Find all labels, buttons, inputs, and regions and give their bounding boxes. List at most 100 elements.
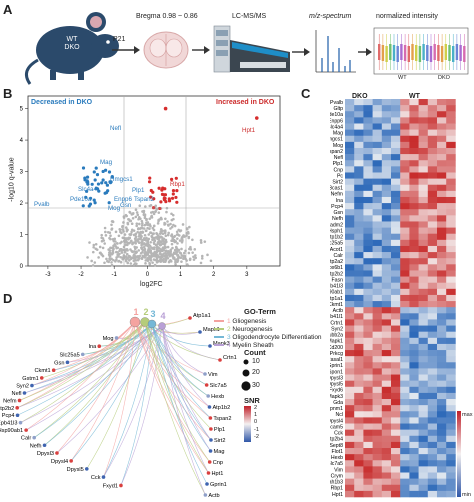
boxplot-box bbox=[403, 45, 407, 61]
goterm-legend-name: Oligodendrocyte Differentiation bbox=[232, 334, 322, 341]
volcano-gene-label: Hmgcs1 bbox=[110, 176, 133, 183]
heatmap-cell bbox=[391, 441, 401, 449]
heatmap-cell bbox=[437, 331, 447, 339]
heatmap-gene-label: Dpysl3 bbox=[330, 375, 343, 381]
heatmap-cell bbox=[446, 399, 456, 406]
heatmap-cell bbox=[427, 380, 438, 388]
heatmap-cell bbox=[372, 325, 383, 332]
heatmap-cell bbox=[354, 460, 364, 467]
volcano-point bbox=[101, 237, 105, 240]
heatmap-cell bbox=[372, 484, 383, 492]
heatmap-gene-label: Slc7a5 bbox=[330, 461, 343, 467]
heatmap-cell bbox=[372, 233, 383, 241]
heatmap-cell bbox=[372, 313, 383, 320]
heatmap-cell bbox=[418, 368, 429, 375]
volcano-point bbox=[189, 248, 193, 251]
heatmap-cell bbox=[381, 484, 392, 492]
heatmap-cell bbox=[437, 154, 447, 161]
panel-a-letter: A bbox=[3, 2, 13, 17]
heatmap-cell bbox=[391, 337, 401, 345]
heatmap-cell bbox=[427, 331, 438, 339]
heatmap-cell bbox=[409, 448, 419, 455]
heatmap-cell bbox=[372, 160, 383, 167]
heatmap-cell bbox=[354, 276, 364, 283]
heatmap-cell bbox=[391, 374, 401, 381]
volcano-point bbox=[172, 235, 176, 239]
heatmap-cell bbox=[354, 411, 364, 418]
heatmap-cell bbox=[446, 270, 456, 277]
boxplot-box bbox=[455, 44, 459, 60]
volcano-point-down bbox=[97, 189, 101, 193]
volcano-point bbox=[117, 234, 121, 238]
heatmap-cell bbox=[400, 233, 410, 241]
heatmap-cell bbox=[418, 99, 429, 106]
heatmap-cell bbox=[446, 319, 456, 326]
heatmap-cell bbox=[446, 258, 456, 265]
heatmap-cell bbox=[363, 362, 373, 369]
heatmap-cell bbox=[400, 196, 410, 204]
volcano-point bbox=[200, 254, 204, 258]
heatmap-cell bbox=[409, 196, 419, 204]
heatmap-cell bbox=[381, 368, 392, 375]
heatmap-cell bbox=[437, 196, 447, 204]
heatmap-cell bbox=[391, 154, 401, 161]
volcano-point bbox=[179, 252, 183, 255]
x-tick-label: 2 bbox=[212, 272, 216, 278]
heatmap-cell bbox=[391, 448, 401, 455]
heatmap-cell bbox=[354, 362, 364, 369]
volcano-point-down bbox=[105, 183, 110, 187]
heatmap-cell bbox=[418, 178, 429, 186]
volcano-point bbox=[174, 260, 177, 264]
heatmap-cell bbox=[418, 417, 429, 424]
heatmap-cell bbox=[418, 196, 429, 204]
volcano-point bbox=[122, 230, 125, 233]
heatmap-cell bbox=[354, 294, 364, 302]
heatmap-cell bbox=[372, 276, 383, 283]
volcano-point bbox=[109, 234, 112, 237]
boxplot-box bbox=[400, 44, 403, 60]
volcano-point bbox=[141, 248, 145, 252]
volcano-point bbox=[147, 246, 151, 250]
heatmap-cell bbox=[354, 484, 364, 492]
heatmap-gene-label: Pafah1b3 bbox=[330, 480, 343, 486]
heatmap-cell bbox=[427, 288, 438, 296]
volcano-point bbox=[140, 234, 143, 238]
heatmap-cell bbox=[391, 356, 401, 363]
heatmap-cell bbox=[400, 178, 410, 186]
heatmap-cell bbox=[418, 392, 429, 400]
heatmap-gene-label: Sept8 bbox=[330, 443, 343, 449]
volcano-point bbox=[136, 239, 139, 243]
heatmap-cell bbox=[437, 454, 447, 461]
heatmap-cell bbox=[418, 386, 429, 394]
volcano-point-up bbox=[159, 200, 163, 204]
heatmap-cell bbox=[391, 472, 401, 479]
heatmap-cell bbox=[446, 123, 456, 130]
heatmap-cell bbox=[345, 135, 355, 143]
decreased-label: Decreased in DKO bbox=[31, 99, 93, 106]
heatmap-cell bbox=[372, 141, 383, 149]
heatmap-gene-label: Pde10a bbox=[330, 112, 343, 118]
goterm-legend: 1 Gliogenesis 2 Neurogenesis 3 Oligodendro… bbox=[214, 318, 322, 350]
heatmap-cell bbox=[427, 460, 438, 467]
volcano-point bbox=[161, 254, 165, 258]
volcano-point bbox=[170, 212, 173, 216]
heatmap-cell bbox=[345, 160, 355, 167]
goterm-legend-swatch bbox=[214, 320, 224, 323]
volcano-point bbox=[185, 227, 189, 230]
heatmap-cell bbox=[418, 288, 429, 296]
heatmap-cell bbox=[418, 245, 429, 253]
heatmap-gene-label: Tspan2 bbox=[330, 149, 343, 155]
volcano-point bbox=[162, 242, 166, 246]
volcano-point bbox=[155, 243, 159, 246]
volcano-point bbox=[163, 222, 167, 226]
cnet-gene-node bbox=[209, 427, 213, 431]
heatmap-cell bbox=[381, 227, 392, 235]
heatmap-cell bbox=[427, 282, 438, 290]
heatmap-cell bbox=[437, 111, 447, 118]
snr-tick: -1 bbox=[254, 426, 259, 433]
volcano-point-down bbox=[107, 201, 111, 205]
heatmap-cell bbox=[400, 466, 410, 473]
heatmap-cell bbox=[446, 325, 456, 332]
heatmap-cell bbox=[354, 270, 364, 277]
heatmap-cell bbox=[409, 227, 419, 235]
